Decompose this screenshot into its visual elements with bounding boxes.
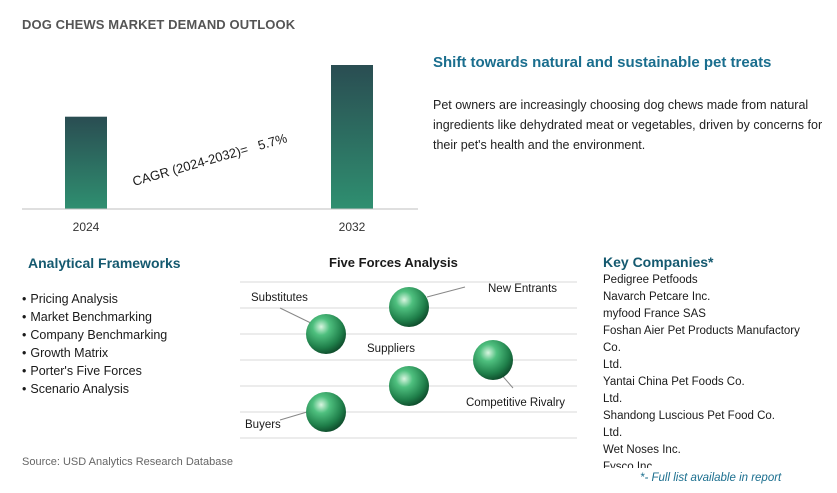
key-companies-list: Pedigree Petfoods Navarch Petcare Inc. m… [603,272,829,468]
new-entrants-label: New Entrants [488,283,557,295]
bar-2024 [65,116,107,209]
company-line: Co. [603,342,621,354]
bar-2032 [331,65,373,209]
company-line: Ltd. [603,359,623,371]
buyers-sphere [306,392,346,432]
company-line: myfood France SAS [603,308,706,320]
company-line: Pedigree Petfoods [603,274,698,286]
headline: Shift towards natural and sustainable pe… [433,54,772,71]
source-note: Source: USD Analytics Research Database [22,456,233,468]
framework-item: Company Benchmarking [22,326,167,344]
company-line: Yantai China Pet Foods Co. [603,376,745,388]
company-line: Fysco Inc. [603,461,656,468]
framework-item: Pricing Analysis [22,290,167,308]
competitive-rivalry-sphere [473,340,513,380]
leader-line [426,286,466,298]
key-companies-title: Key Companies* [603,254,714,270]
substitutes-label: Substitutes [251,292,308,304]
new-entrants-sphere [389,287,429,327]
bar-chart-svg: 2024 2032 CAGR (2024-2032)= 5.7% [22,65,418,234]
x-tick-label: 2024 [73,220,100,234]
cagr-annotation: CAGR (2024-2032)= 5.7% [131,130,289,189]
frameworks-list: Pricing Analysis Market Benchmarking Com… [22,290,167,398]
suppliers-sphere [389,366,429,406]
company-line: Navarch Petcare Inc. [603,291,711,303]
buyers-label: Buyers [245,419,281,431]
framework-item: Porter's Five Forces [22,362,167,380]
page-title: DOG CHEWS MARKET DEMAND OUTLOOK [22,17,296,32]
five-forces-diagram: Substitutes New Entrants Suppliers Compe… [240,281,577,439]
framework-item: Scenario Analysis [22,380,167,398]
leader-line [279,411,308,421]
market-description: Pet owners are increasingly choosing dog… [433,98,823,152]
full-list-note: *- Full list available in report [640,472,782,484]
company-line: Ltd. [603,427,623,439]
company-line: Ltd. [603,393,623,405]
company-line: Foshan Aier Pet Products Manufactory [603,325,800,337]
x-tick-label: 2032 [339,220,366,234]
five-forces-title: Five Forces Analysis [329,255,458,270]
company-line: Wet Noses Inc. [603,444,681,456]
frameworks-title: Analytical Frameworks [28,255,181,271]
framework-item: Market Benchmarking [22,308,167,326]
competitive-rivalry-label: Competitive Rivalry [466,397,565,409]
company-line: Shandong Luscious Pet Food Co. [603,410,775,422]
framework-item: Growth Matrix [22,344,167,362]
market-growth-chart: 2024 2032 CAGR (2024-2032)= 5.7% [0,0,440,245]
suppliers-label: Suppliers [367,343,415,355]
substitutes-sphere [306,314,346,354]
